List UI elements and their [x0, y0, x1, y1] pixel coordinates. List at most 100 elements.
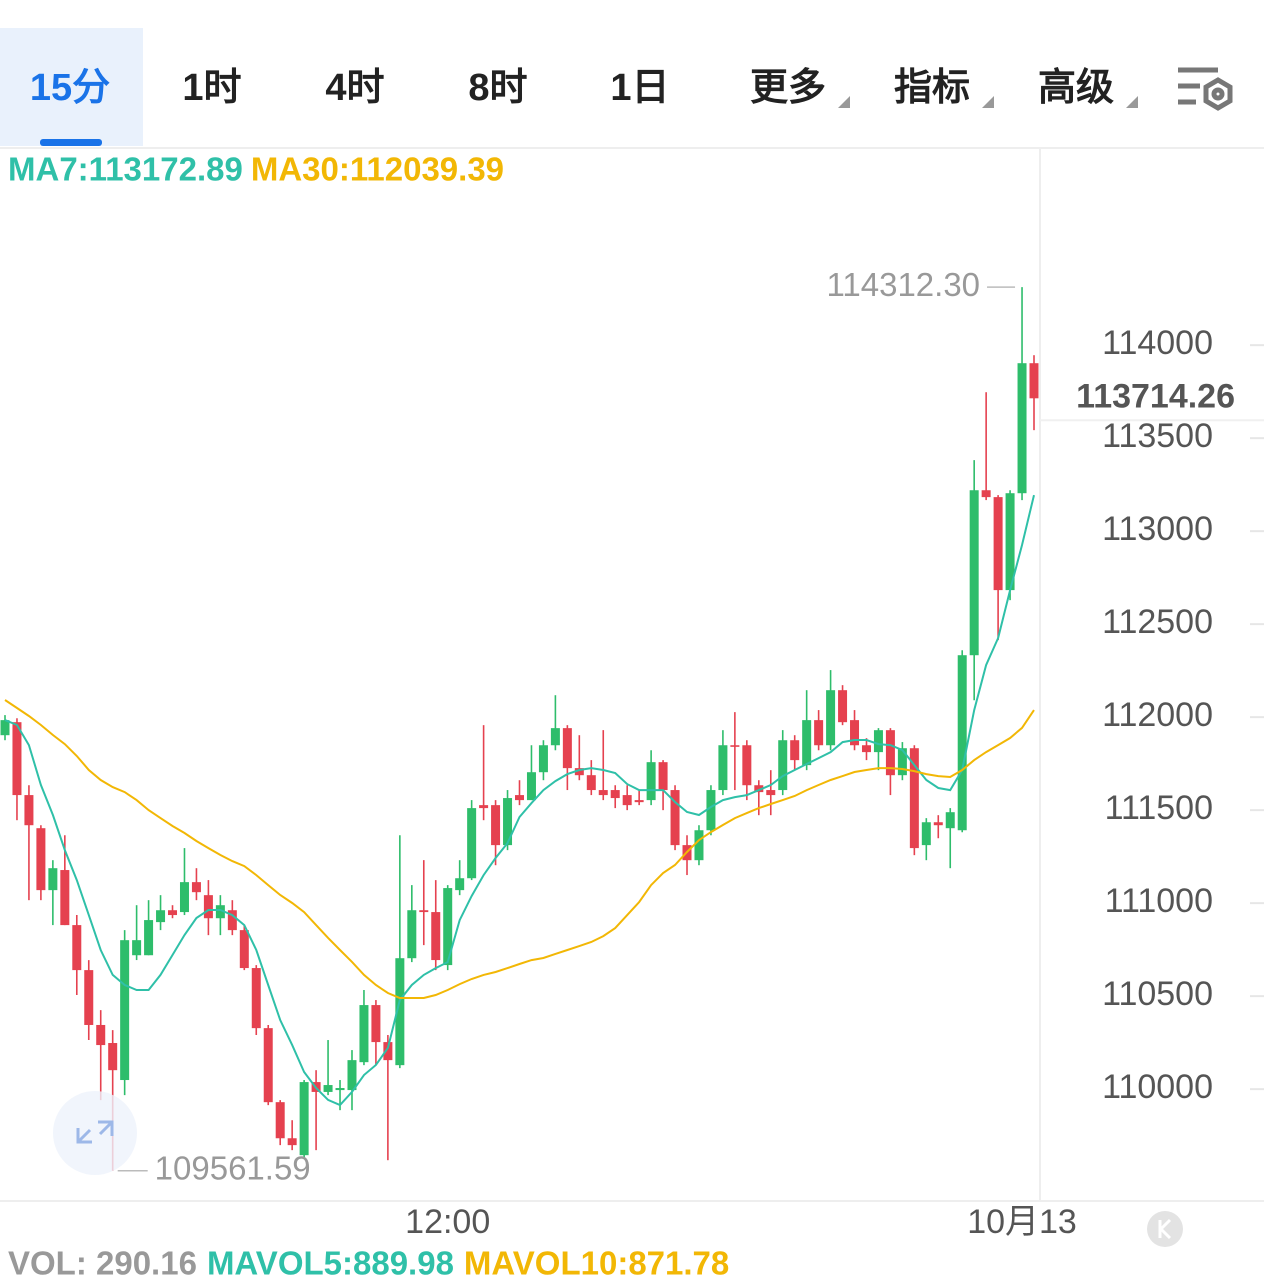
y-tick-label: 110000 [1102, 1068, 1213, 1106]
candle-body [802, 720, 812, 766]
last-price-label: 113714.26 [1076, 377, 1235, 415]
expand-button[interactable] [53, 1091, 137, 1175]
y-tick-label: 114000 [1102, 324, 1213, 362]
candle-body [921, 822, 931, 846]
candle-body [538, 745, 548, 773]
candle-body [132, 940, 142, 956]
candle-body [347, 1060, 357, 1091]
candle-body [371, 1005, 381, 1043]
candle-body [72, 925, 82, 971]
y-tick-label: 113500 [1102, 417, 1213, 455]
x-tick-label: 10月13 [967, 1203, 1077, 1241]
candle-body [658, 762, 668, 791]
candle-body [467, 808, 477, 879]
kline-button[interactable] [1147, 1211, 1183, 1247]
candle-body [622, 795, 632, 806]
tab[interactable]: 1时 [182, 67, 241, 109]
candle-body [1005, 493, 1015, 591]
candle-body [957, 655, 967, 831]
candle-body [12, 722, 22, 796]
tab[interactable]: 更多 [750, 67, 826, 109]
candle-body [168, 910, 178, 916]
candle-body [251, 968, 261, 1029]
candle-body [993, 497, 1003, 591]
dropdown-caret [1126, 96, 1138, 108]
candle-body [0, 720, 10, 736]
tab[interactable]: 15分 [30, 67, 110, 109]
y-tick-label: 111000 [1105, 882, 1213, 920]
candle-body [574, 768, 584, 776]
candle-body [108, 1043, 118, 1071]
candle-body [179, 882, 189, 913]
candle-body [933, 822, 943, 826]
settings-icon[interactable] [1178, 67, 1233, 111]
candle-body [634, 800, 644, 803]
candle-body [60, 870, 70, 926]
candle-body [215, 905, 225, 919]
candle-body [407, 910, 417, 959]
candle-body [838, 690, 848, 723]
ma-line [4, 494, 1035, 1107]
candle-body [861, 745, 871, 753]
icon-dot [1211, 87, 1225, 101]
tab[interactable]: 高级 [1038, 67, 1114, 109]
extreme-label: 114312.30 [826, 266, 980, 303]
expand-icon [76, 1120, 114, 1144]
candle-body [790, 740, 800, 761]
tab[interactable]: 8时 [468, 67, 527, 109]
candle-body [395, 958, 405, 1066]
candle-body [359, 1005, 369, 1063]
candle-body [419, 910, 429, 913]
candle-body [897, 748, 907, 776]
candle-body [491, 805, 501, 846]
dropdown-caret [982, 96, 994, 108]
candle-body [299, 1082, 309, 1156]
candle-body [598, 790, 608, 796]
candle-body [239, 930, 249, 969]
candle-body [718, 745, 728, 791]
icon-hex [1203, 77, 1233, 111]
candle-body [694, 830, 704, 861]
candle-body [24, 795, 34, 826]
indicator-legend: MA7:113172.89 [8, 151, 243, 188]
y-tick-label: 110500 [1102, 975, 1213, 1013]
candle-body [227, 910, 237, 931]
candle-body [515, 795, 524, 801]
candle-body [706, 790, 716, 831]
dropdown-caret [838, 96, 850, 108]
x-tick-label: 12:00 [405, 1203, 490, 1241]
candle-body [826, 690, 836, 746]
candle-body [323, 1085, 333, 1092]
kline-icon [1158, 1218, 1172, 1240]
candle-body [1029, 363, 1039, 399]
candle-body [287, 1138, 297, 1146]
active-tab-indicator [40, 139, 102, 146]
candle-body [909, 748, 919, 849]
plot [0, 287, 1039, 1171]
volume-legend: VOL: 290.16 [8, 1245, 197, 1282]
candle-body [670, 790, 680, 846]
indicator-legend: MA30:112039.39 [251, 151, 504, 188]
candle-body [36, 828, 46, 891]
candle-body [610, 790, 620, 799]
tab[interactable]: 4时 [325, 67, 384, 109]
candle-body [526, 772, 536, 801]
y-tick-label: 111500 [1105, 789, 1213, 827]
candle-body [96, 1024, 106, 1046]
candle-body [945, 812, 955, 829]
candle-body [443, 888, 453, 966]
tab[interactable]: 1日 [610, 67, 669, 109]
candle-body [383, 1042, 393, 1061]
candle-body [586, 775, 596, 791]
candle-body [969, 490, 979, 656]
candle-body [981, 490, 991, 498]
candle-body [479, 805, 489, 809]
candle-body [84, 970, 94, 1025]
candle-body [191, 882, 201, 893]
candle-body [503, 798, 513, 846]
tab[interactable]: 指标 [894, 67, 970, 109]
candle-body [48, 868, 58, 891]
active-tab-bg [0, 28, 143, 146]
candle-body [1017, 363, 1027, 494]
